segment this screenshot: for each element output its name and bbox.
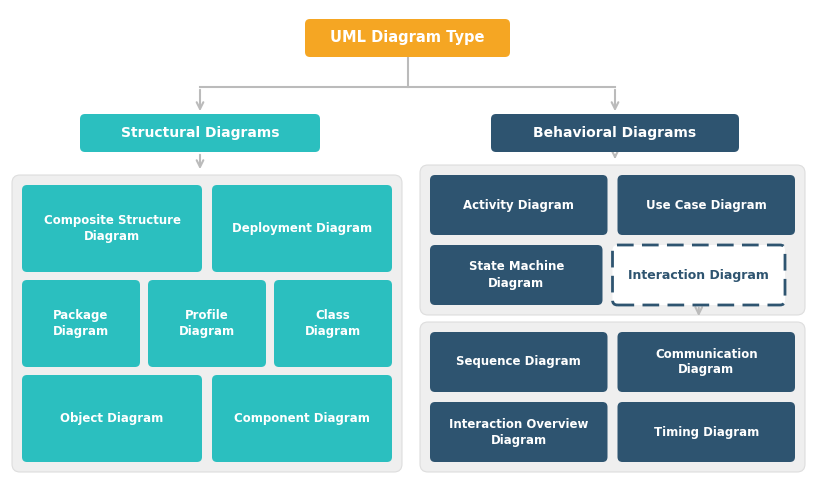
Text: Interaction Diagram: Interaction Diagram xyxy=(628,269,769,281)
FancyBboxPatch shape xyxy=(22,375,202,462)
FancyBboxPatch shape xyxy=(212,185,392,272)
Text: State Machine
Diagram: State Machine Diagram xyxy=(469,261,564,290)
FancyBboxPatch shape xyxy=(148,280,266,367)
FancyBboxPatch shape xyxy=(22,185,202,272)
FancyBboxPatch shape xyxy=(618,175,795,235)
Text: UML Diagram Type: UML Diagram Type xyxy=(330,30,485,46)
Text: Object Diagram: Object Diagram xyxy=(60,412,164,425)
FancyBboxPatch shape xyxy=(274,280,392,367)
FancyBboxPatch shape xyxy=(430,245,602,305)
FancyBboxPatch shape xyxy=(618,402,795,462)
Text: Timing Diagram: Timing Diagram xyxy=(654,425,759,439)
FancyBboxPatch shape xyxy=(618,332,795,392)
FancyBboxPatch shape xyxy=(430,402,607,462)
FancyBboxPatch shape xyxy=(613,245,785,305)
Text: Behavioral Diagrams: Behavioral Diagrams xyxy=(534,126,697,140)
FancyBboxPatch shape xyxy=(420,322,805,472)
Text: Use Case Diagram: Use Case Diagram xyxy=(645,198,767,212)
Text: Package
Diagram: Package Diagram xyxy=(53,309,109,338)
Text: Interaction Overview
Diagram: Interaction Overview Diagram xyxy=(449,417,588,446)
Text: Class
Diagram: Class Diagram xyxy=(305,309,361,338)
FancyBboxPatch shape xyxy=(305,19,510,57)
FancyBboxPatch shape xyxy=(22,280,140,367)
Text: Activity Diagram: Activity Diagram xyxy=(463,198,575,212)
Text: Profile
Diagram: Profile Diagram xyxy=(179,309,235,338)
Text: Structural Diagrams: Structural Diagrams xyxy=(121,126,280,140)
FancyBboxPatch shape xyxy=(430,332,607,392)
FancyBboxPatch shape xyxy=(491,114,739,152)
Text: Composite Structure
Diagram: Composite Structure Diagram xyxy=(43,214,180,243)
FancyBboxPatch shape xyxy=(420,165,805,315)
FancyBboxPatch shape xyxy=(212,375,392,462)
FancyBboxPatch shape xyxy=(12,175,402,472)
FancyBboxPatch shape xyxy=(80,114,320,152)
FancyBboxPatch shape xyxy=(430,175,607,235)
Text: Component Diagram: Component Diagram xyxy=(234,412,370,425)
Text: Deployment Diagram: Deployment Diagram xyxy=(232,222,372,235)
Text: Sequence Diagram: Sequence Diagram xyxy=(456,356,581,368)
Text: Communication
Diagram: Communication Diagram xyxy=(655,347,758,376)
